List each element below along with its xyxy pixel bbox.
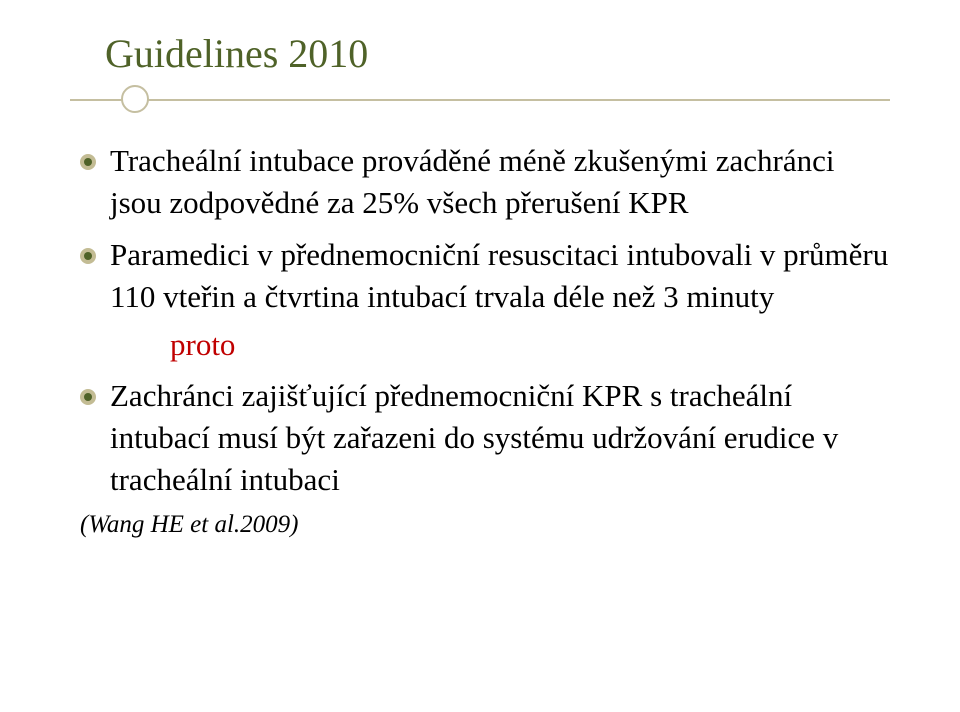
slide-title: Guidelines 2010 — [105, 30, 890, 77]
slide-content: Tracheální intubace prováděné méně zkuše… — [70, 140, 890, 539]
bullet-text: Zachránci zajišťující přednemocniční KPR… — [110, 375, 890, 501]
divider-line — [70, 99, 890, 101]
bullet-item: Tracheální intubace prováděné méně zkuše… — [80, 140, 890, 224]
slide: Guidelines 2010 Tracheální intubace prov… — [0, 0, 960, 712]
bullet-icon — [80, 248, 96, 264]
divider-circle — [121, 85, 149, 113]
bullet-icon — [80, 154, 96, 170]
citation: (Wang HE et al.2009) — [80, 511, 890, 539]
bullet-icon — [80, 389, 96, 405]
bullet-text: Paramedici v přednemocniční resuscitaci … — [110, 234, 890, 318]
bullet-item: Zachránci zajišťující přednemocniční KPR… — [80, 375, 890, 501]
title-divider — [70, 85, 890, 115]
proto-text: proto — [170, 327, 235, 362]
bullet-item: Paramedici v přednemocniční resuscitaci … — [80, 234, 890, 318]
proto-line: proto — [170, 327, 890, 363]
bullet-text: Tracheální intubace prováděné méně zkuše… — [110, 140, 890, 224]
